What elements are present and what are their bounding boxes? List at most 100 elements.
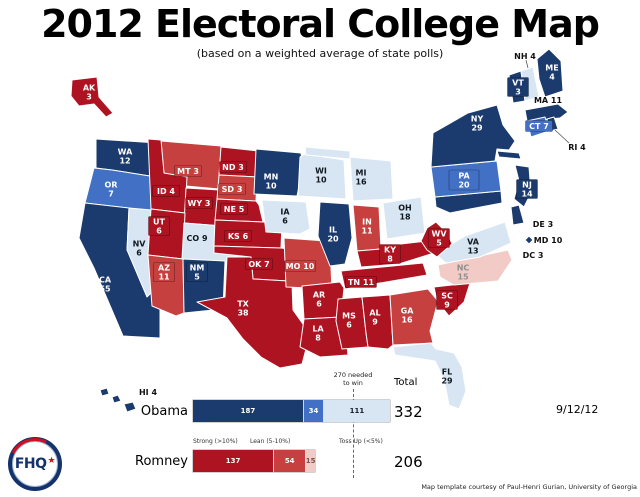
state-label-box-id [152,185,180,197]
state-label-mt: MT 3 [174,165,202,177]
state-label-ma: MA 11 [534,96,563,105]
state-label-nc: NC 15 [457,264,470,282]
state-label-text-in: IN 11 [361,218,373,236]
state-ma [524,103,569,122]
state-label-ny: NY 29 [471,115,484,133]
state-label-box-ut [148,216,170,236]
state-ak [70,76,114,118]
fhq-logo: FHQ ★ [2,431,68,497]
state-label-text-md: MD 10 [534,236,563,245]
state-label-text-oh: OH 18 [398,204,412,222]
state-wi [297,153,347,200]
state-label-text-tn: TN 11 [348,278,375,287]
state-label-me: ME 4 [545,64,558,82]
state-label-text-ct: CT 7 [529,122,549,131]
state-label-text-ca: CA 55 [99,276,112,294]
state-label-hi: HI 4 [139,388,157,397]
state-label-tx: TX 38 [237,300,249,318]
state-ia [261,199,311,235]
state-label-text-ok: OK 7 [248,260,269,269]
state-label-wi: WI 10 [315,167,327,185]
needed-line2: to win [343,379,363,387]
state-label-ia: IA 6 [280,208,290,226]
state-label-sc: SC 9 [436,290,458,310]
state-label-de: DE 3 [533,220,553,229]
state-label-box-wv [428,228,450,248]
romney-row-label: Romney [135,454,188,469]
state-label-text-nc: NC 15 [457,264,470,282]
page-subtitle: (based on a weighted average of state po… [196,47,444,60]
state-label-box-wy [185,197,213,209]
state-label-co: CO 9 [186,234,207,243]
obama-row-label: Obama [140,404,188,419]
state-label-text-hi: HI 4 [139,388,157,397]
state-label-text-al: AL 9 [369,309,380,327]
state-label-text-la: LA 8 [312,325,324,343]
bar-segment-romney-strong-rep: 137 [193,450,275,472]
state-label-id: ID 4 [152,185,180,197]
state-label-dc: DC 3 [523,251,544,260]
states-layer [70,48,569,413]
state-label-ak: AK 3 [83,84,96,102]
state-label-md: MD 10 [534,236,563,245]
state-label-box-nj [516,179,538,199]
fhq-logo-text: FHQ ★ [8,437,62,491]
state-label-box-mo [284,260,316,272]
legend-tossup: Toss Up (<5%) [339,438,383,445]
fhq-logo-letters: FHQ [14,456,47,472]
legend-lean: Lean (5-10%) [250,438,291,445]
state-label-ok: OK 7 [245,258,273,270]
state-label-text-vt: VT 3 [512,79,524,97]
state-label-text-sc: SC 9 [441,292,453,310]
date-label: 9/12/12 [556,403,599,416]
state-fl [392,342,467,410]
credit-text: Map template courtesy of Paul-Henri Guri… [421,483,637,491]
state-label-ms: MS 6 [342,312,356,330]
state-label-box-sd [218,183,246,195]
state-label-il: IL 20 [327,226,339,244]
state-label-box-ok [245,258,273,270]
obama-total: 332 [394,403,423,421]
ri-connector-line [554,129,570,144]
state-label-wv: WV 5 [428,228,450,248]
state-label-nh: NH 4 [514,52,536,61]
state-label-pa: PA 20 [448,169,480,191]
state-label-text-ma: MA 11 [534,96,563,105]
fhq-logo-star-icon: ★ [47,455,56,466]
state-label-text-nm: NM 5 [190,264,205,282]
state-label-text-wv: WV 5 [431,230,447,248]
state-label-text-ia: IA 6 [280,208,290,226]
state-label-box-ct [525,120,553,132]
state-label-vt: VT 3 [507,77,529,97]
bar-segment-obama-tossup-dem: 111 [324,400,390,422]
state-label-va: VA 13 [467,238,480,256]
state-de [510,204,525,226]
state-label-text-ar: AR 6 [313,291,325,309]
state-label-box-ks [224,230,252,242]
state-label-ar: AR 6 [313,291,325,309]
needed-to-win-label: 270 needed to win [322,371,384,387]
state-tx [196,256,311,369]
state-label-ky: KY 8 [379,244,401,264]
state-label-or: OR 7 [105,181,118,199]
state-label-text-pa: PA 20 [458,172,470,190]
state-label-text-id: ID 4 [157,187,175,196]
state-hi [123,401,137,413]
state-label-box-az [153,262,175,282]
state-label-text-ne: NE 5 [224,205,245,214]
state-label-nd: ND 3 [219,161,247,173]
state-label-tn: TN 11 [345,276,377,288]
state-label-box-nm [186,262,208,282]
state-label-la: LA 8 [312,325,324,343]
state-label-text-mi: MI 16 [355,169,367,187]
state-label-text-ak: AK 3 [83,84,96,102]
obama-bar: 187 34 111 [193,400,390,422]
state-label-nj: NJ 14 [516,179,538,199]
state-label-in: IN 11 [361,218,373,236]
state-label-box-nd [219,161,247,173]
state-label-text-mo: MO 10 [286,262,315,271]
state-mi [349,156,394,202]
state-label-text-sd: SD 3 [222,185,243,194]
state-mn [253,148,304,197]
bar-segment-romney-tossup-rep: 15 [306,450,316,472]
